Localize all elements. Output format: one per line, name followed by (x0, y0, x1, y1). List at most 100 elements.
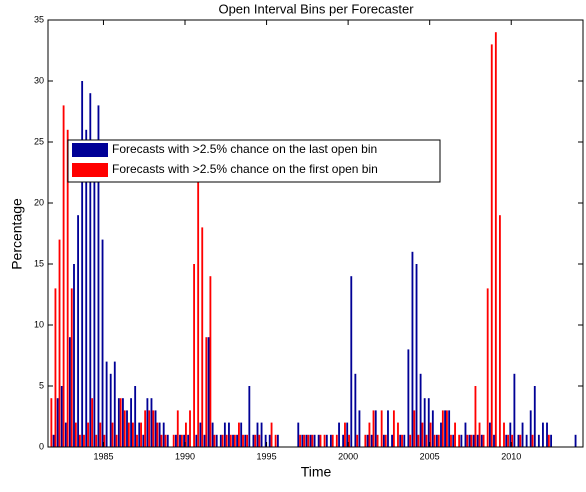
bar (364, 434, 367, 447)
bar (205, 337, 208, 447)
legend-swatch (72, 163, 108, 177)
bar (374, 410, 377, 447)
bar (54, 288, 57, 447)
bar (136, 434, 138, 447)
bar (56, 398, 59, 447)
bar (325, 434, 328, 447)
bar (148, 410, 151, 447)
bar (276, 434, 279, 447)
bar (117, 398, 120, 447)
bar (221, 434, 224, 447)
plot-frame (47, 19, 584, 448)
bar (531, 434, 534, 447)
bar (246, 434, 249, 447)
bar (193, 264, 196, 447)
bar (525, 434, 528, 447)
y-tick-label: 15 (34, 258, 44, 268)
bar (423, 398, 426, 447)
bar (183, 434, 186, 447)
bar (547, 434, 550, 447)
bar (109, 373, 112, 447)
bar (111, 422, 114, 447)
bar (60, 386, 63, 447)
bar (317, 434, 320, 447)
bar (228, 422, 230, 447)
bar (411, 251, 414, 447)
bar (70, 288, 73, 447)
bar (99, 422, 102, 447)
bar (95, 434, 98, 447)
bar (489, 422, 491, 447)
bar (303, 434, 306, 447)
bar (238, 422, 240, 447)
y-tick-label: 35 (34, 14, 44, 24)
bar (207, 337, 210, 447)
bar (466, 434, 469, 447)
bar (413, 410, 416, 447)
bar (358, 410, 361, 447)
bar (150, 398, 153, 447)
bar (274, 434, 277, 447)
bar (509, 422, 512, 447)
bar (115, 434, 118, 447)
bar (78, 434, 81, 447)
bar (415, 264, 418, 447)
bar (399, 434, 402, 447)
bar (403, 434, 406, 447)
bar (58, 239, 61, 447)
bar (309, 434, 312, 447)
bar (513, 373, 516, 447)
bar (372, 410, 375, 447)
bar (507, 434, 509, 447)
bar (478, 422, 481, 447)
bar (223, 422, 226, 447)
legend-label: Forecasts with >2.5% chance on the first… (112, 162, 378, 176)
bar (429, 422, 432, 447)
bar (517, 434, 520, 447)
bar (270, 422, 273, 447)
bar (176, 410, 179, 447)
bar (69, 337, 71, 447)
bar (384, 434, 387, 447)
bar (172, 434, 175, 447)
bar (421, 422, 424, 447)
bar (138, 422, 141, 447)
bar (331, 434, 334, 447)
bar (81, 81, 84, 447)
bar (122, 398, 124, 447)
bar (464, 422, 467, 447)
bar (244, 434, 247, 447)
bar (519, 434, 522, 447)
bar (301, 434, 304, 447)
bar (458, 434, 461, 447)
bar (511, 434, 514, 447)
bar (490, 44, 493, 448)
bar (417, 434, 420, 447)
bar (444, 410, 446, 447)
x-tick-label: 2010 (501, 451, 521, 461)
bar (407, 349, 410, 447)
bar (454, 422, 456, 447)
bar (179, 434, 181, 447)
bar (574, 434, 577, 447)
bar (240, 422, 243, 447)
bar (132, 422, 134, 447)
bar (305, 434, 308, 447)
bar (440, 422, 442, 447)
bar (130, 398, 133, 447)
x-tick-label: 1985 (93, 451, 113, 461)
legend-label: Forecasts with >2.5% chance on the last … (112, 142, 377, 156)
bar (252, 434, 255, 447)
bar (268, 434, 271, 447)
bar (215, 434, 218, 447)
bar (156, 422, 159, 447)
bar (338, 422, 340, 447)
chart-title: Open Interval Bins per Forecaster (218, 1, 414, 16)
bar (493, 434, 495, 447)
bar (232, 434, 234, 447)
bar (203, 434, 206, 447)
bar (299, 434, 302, 447)
bar (419, 373, 422, 447)
bar (83, 434, 85, 447)
